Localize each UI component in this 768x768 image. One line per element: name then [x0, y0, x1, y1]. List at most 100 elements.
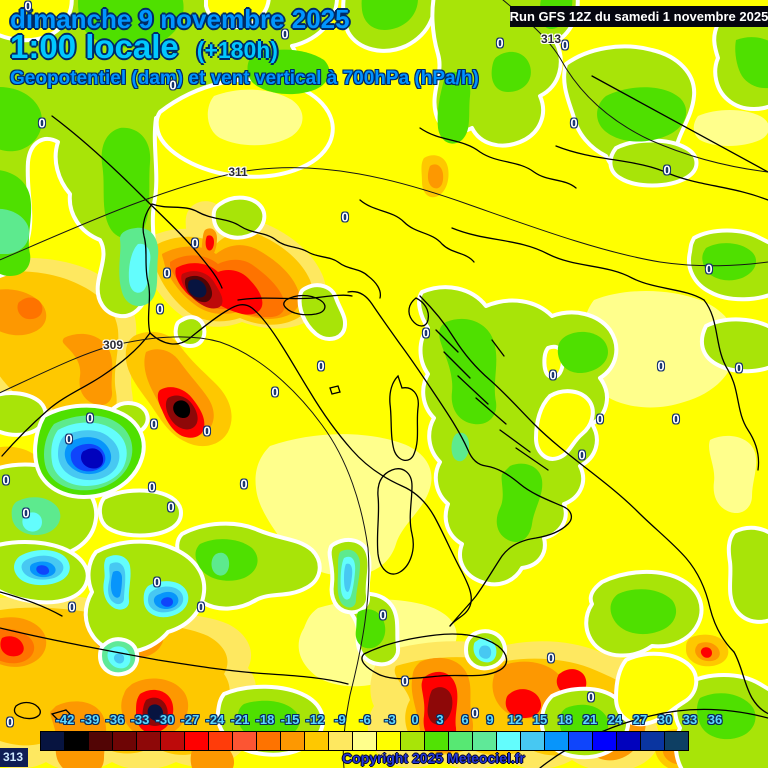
zero-contour-label: 0 [38, 115, 46, 131]
scale-label: 0 [411, 712, 419, 727]
scale-label: -36 [105, 712, 125, 727]
scale-label: -18 [255, 712, 275, 727]
scale-cell-16 [424, 731, 449, 751]
coastlines [0, 75, 768, 768]
zero-contour-label: 0 [735, 360, 743, 376]
scale-cell-8 [232, 731, 257, 751]
zero-contour-label: 0 [401, 673, 409, 689]
scale-label: -30 [155, 712, 175, 727]
geopotential-label-311: 311 [228, 165, 248, 179]
zero-contour-label: 0 [705, 261, 713, 277]
zero-contour-label: 0 [86, 410, 94, 426]
scale-label: -21 [230, 712, 250, 727]
scale-cell-21 [544, 731, 569, 751]
scale-label: -42 [55, 712, 75, 727]
zero-contour-label: 0 [197, 599, 205, 615]
scale-label: -9 [334, 712, 346, 727]
scale-cell-26 [664, 731, 689, 751]
warm-anomaly-genoa [143, 201, 326, 329]
scale-label: 24 [607, 712, 623, 727]
scale-cell-0 [40, 731, 65, 751]
zero-contour-label: 0 [6, 714, 14, 730]
zero-contour-label: 0 [549, 367, 557, 383]
zero-contour-label: 0 [203, 423, 211, 439]
zero-contour-label: 0 [561, 37, 569, 53]
map-parameter-subtitle: Geopotentiel (dam) et vent vertical à 70… [10, 68, 479, 89]
zero-contour-label: 0 [587, 689, 595, 705]
warm-spot-top-center [421, 155, 449, 198]
zero-contour-label: 0 [663, 162, 671, 178]
zero-contour-label: 0 [271, 384, 279, 400]
scale-cell-13 [352, 731, 377, 751]
scale-label: 12 [507, 712, 523, 727]
scale-label: 18 [557, 712, 573, 727]
scale-cell-9 [256, 731, 281, 751]
scale-cell-10 [280, 731, 305, 751]
map-time-row: 1:00 locale (+180h) [10, 30, 278, 63]
scale-cell-1 [64, 731, 89, 751]
scale-label: 21 [582, 712, 598, 727]
scale-cell-25 [640, 731, 665, 751]
scale-cell-19 [496, 731, 521, 751]
scale-label: -12 [305, 712, 325, 727]
warm-anomaly-streak [125, 331, 232, 447]
scale-label: -24 [205, 712, 225, 727]
zero-contour-label: 0 [191, 235, 199, 251]
zero-contour-label: 0 [24, 0, 32, 14]
scale-cell-5 [160, 731, 185, 751]
zero-contour-label: 0 [578, 447, 586, 463]
scale-label: -6 [359, 712, 371, 727]
scale-cell-7 [208, 731, 233, 751]
scale-cell-17 [448, 731, 473, 751]
zero-contour-label: 0 [163, 265, 171, 281]
zero-contour-label: 0 [2, 472, 10, 488]
zero-contour-label: 0 [471, 705, 479, 721]
corner-geopotential-tag: 313 [0, 748, 29, 767]
green-cores [0, 0, 768, 744]
blue-anomalies [14, 243, 497, 669]
scale-label: 6 [461, 712, 469, 727]
scale-cell-3 [112, 731, 137, 751]
zero-contour-label: 0 [547, 650, 555, 666]
scale-label: 3 [436, 712, 444, 727]
geopotential-label-313: 313 [540, 32, 562, 46]
scale-label: 36 [707, 712, 723, 727]
scale-cell-12 [328, 731, 353, 751]
scale-cell-6 [184, 731, 209, 751]
zero-contour-label: 0 [153, 574, 161, 590]
scale-label: 33 [682, 712, 698, 727]
copyright-text: Copyright 2025 Meteociel.fr [342, 750, 525, 766]
color-scale-bar [40, 731, 689, 751]
scale-label: -27 [180, 712, 200, 727]
scale-cell-24 [616, 731, 641, 751]
zero-contour-label: 0 [657, 358, 665, 374]
scale-cell-22 [568, 731, 593, 751]
scale-label: 30 [657, 712, 673, 727]
zero-contour-label: 0 [169, 77, 177, 93]
zero-contour-label: 0 [240, 476, 248, 492]
zero-contour-label: 0 [341, 209, 349, 225]
scale-cell-15 [400, 731, 425, 751]
scale-cell-11 [304, 731, 329, 751]
zero-contour-label: 0 [281, 26, 289, 42]
scale-cell-23 [592, 731, 617, 751]
zero-contour-label: 0 [156, 301, 164, 317]
zero-contour-label: 0 [570, 115, 578, 131]
scale-label: -3 [384, 712, 396, 727]
zero-contour-label: 0 [65, 431, 73, 447]
zero-contour-label: 0 [422, 325, 430, 341]
zero-contour-label: 0 [496, 35, 504, 51]
zero-contour-label: 0 [150, 416, 158, 432]
scale-label: 27 [632, 712, 648, 727]
scale-label: -39 [80, 712, 100, 727]
zero-contour-label: 0 [22, 505, 30, 521]
scale-cell-4 [136, 731, 161, 751]
scale-label: -15 [280, 712, 300, 727]
zero-contour-label: 0 [148, 479, 156, 495]
scale-cell-20 [520, 731, 545, 751]
zero-contour-label: 0 [68, 599, 76, 615]
scale-label: 15 [532, 712, 548, 727]
pale-band-core [207, 89, 303, 146]
zero-contour-label: 0 [167, 499, 175, 515]
